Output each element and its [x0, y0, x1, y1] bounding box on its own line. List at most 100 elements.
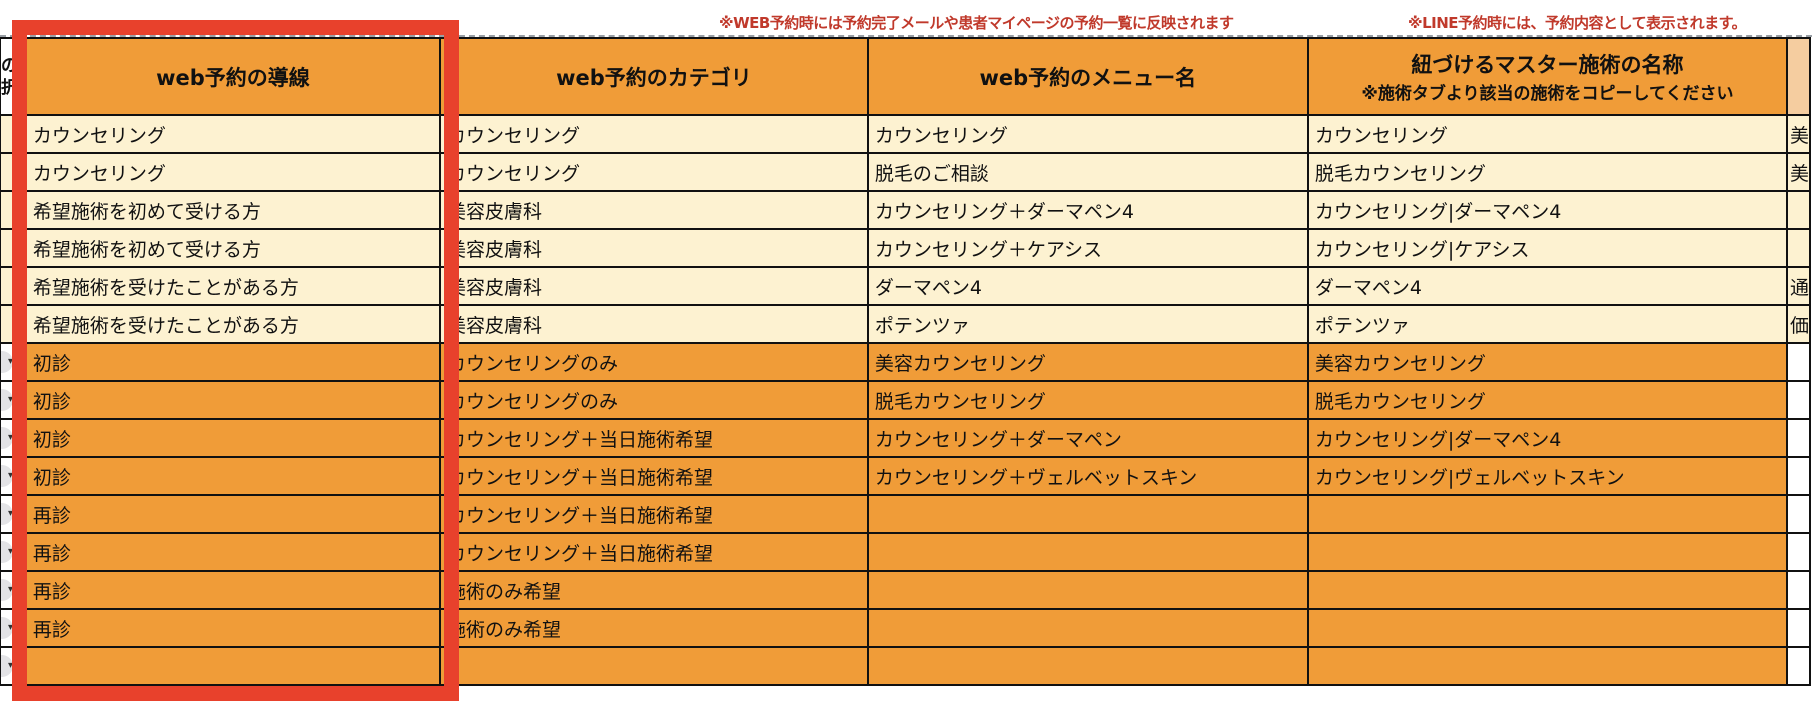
cell-web-category[interactable]: カウンセリング	[439, 152, 869, 192]
cell-master-treatment[interactable]: ダーマペン4	[1306, 266, 1788, 306]
cell-master-treatment[interactable]: カウンセリング|ダーマペン4	[1306, 190, 1788, 230]
cell-web-category[interactable]: カウンセリングのみ	[439, 342, 869, 382]
cell-master-treatment[interactable]: カウンセリング|ヴェルベットスキン	[1306, 456, 1788, 496]
left-edge-cell	[0, 266, 27, 306]
header-web-category[interactable]: web予約のカテゴリ	[439, 37, 869, 116]
cell-master-treatment[interactable]	[1306, 532, 1788, 572]
right-edge-cell[interactable]: 通	[1785, 266, 1812, 306]
cell-web-menu-name[interactable]	[866, 570, 1309, 610]
cell-master-treatment[interactable]	[1306, 570, 1788, 610]
cell-master-treatment[interactable]	[1306, 494, 1788, 534]
cell-web-route[interactable]: 初診	[24, 418, 442, 458]
cell-web-category[interactable]: 美容皮膚科	[439, 266, 869, 306]
cell-web-route[interactable]: 再診	[24, 532, 442, 572]
cell-web-category[interactable]: 施術のみ希望	[439, 570, 869, 610]
cell-web-category[interactable]: カウンセリング＋当日施術希望	[439, 532, 869, 572]
right-edge-cell[interactable]	[1785, 228, 1812, 268]
cell-web-route[interactable]: カウンセリング	[24, 152, 442, 192]
right-edge-cell[interactable]	[1785, 532, 1812, 572]
right-edge-cell[interactable]	[1785, 646, 1812, 686]
cell-web-route[interactable]: 希望施術を初めて受ける方	[24, 228, 442, 268]
cell-master-treatment[interactable]	[1306, 608, 1788, 648]
cell-web-menu-name[interactable]: 美容カウンセリング	[866, 342, 1309, 382]
left-edge-cell[interactable]: ▾	[0, 380, 27, 420]
cell-web-menu-name[interactable]: ポテンツァ	[866, 304, 1309, 344]
web-reservation-note: ※WEB予約時には予約完了メールや患者マイページの予約一覧に反映されます	[719, 14, 1234, 32]
cell-web-route[interactable]: 初診	[24, 456, 442, 496]
left-edge-cell[interactable]: ▾	[0, 570, 27, 610]
cell-web-route[interactable]: 希望施術を受けたことがある方	[24, 266, 442, 306]
right-edge-cell[interactable]	[1785, 418, 1812, 458]
cell-web-category[interactable]: カウンセリング＋当日施術希望	[439, 494, 869, 534]
cell-web-menu-name[interactable]: 脱毛カウンセリング	[866, 380, 1309, 420]
dropdown-chevron-icon[interactable]: ▾	[1, 351, 13, 373]
cell-web-category[interactable]	[439, 646, 869, 686]
table-row: 希望施術を初めて受ける方 美容皮膚科 カウンセリング＋ケアシス カウンセリング|ケアシ…	[0, 228, 1812, 268]
cell-web-category[interactable]: 美容皮膚科	[439, 228, 869, 268]
cell-web-route[interactable]: 再診	[24, 570, 442, 610]
cell-master-treatment[interactable]	[1306, 646, 1788, 686]
cell-web-category[interactable]: カウンセリング	[439, 114, 869, 154]
cell-web-category[interactable]: カウンセリング＋当日施術希望	[439, 418, 869, 458]
dropdown-chevron-icon[interactable]: ▾	[1, 389, 13, 411]
cell-web-menu-name[interactable]: カウンセリング＋ヴェルベットスキン	[866, 456, 1309, 496]
left-edge-cell[interactable]: ▾	[0, 494, 27, 534]
cell-master-treatment[interactable]: カウンセリング|ダーマペン4	[1306, 418, 1788, 458]
cell-master-treatment[interactable]: 脱毛カウンセリング	[1306, 152, 1788, 192]
cell-web-route[interactable]: 希望施術を初めて受ける方	[24, 190, 442, 230]
cell-web-route[interactable]	[24, 646, 442, 686]
cell-master-treatment[interactable]: ポテンツァ	[1306, 304, 1788, 344]
right-edge-cell[interactable]: 美	[1785, 114, 1812, 154]
cell-web-category[interactable]: 施術のみ希望	[439, 608, 869, 648]
dropdown-chevron-icon[interactable]: ▾	[1, 655, 13, 677]
dropdown-chevron-icon[interactable]: ▾	[1, 579, 13, 601]
cell-web-menu-name[interactable]: カウンセリング＋ケアシス	[866, 228, 1309, 268]
cell-web-menu-name[interactable]: カウンセリング	[866, 114, 1309, 154]
right-edge-cell[interactable]	[1785, 342, 1812, 382]
right-edge-cell[interactable]	[1785, 380, 1812, 420]
left-edge-cell[interactable]: ▾	[0, 418, 27, 458]
cell-web-route[interactable]: 再診	[24, 494, 442, 534]
left-edge-cell[interactable]: ▾	[0, 608, 27, 648]
cell-web-category[interactable]: 美容皮膚科	[439, 304, 869, 344]
cell-web-menu-name[interactable]: カウンセリング＋ダーマペン4	[866, 190, 1309, 230]
cell-master-treatment[interactable]: 美容カウンセリング	[1306, 342, 1788, 382]
right-edge-cell[interactable]	[1785, 494, 1812, 534]
dropdown-chevron-icon[interactable]: ▾	[1, 427, 13, 449]
cell-web-route[interactable]: カウンセリング	[24, 114, 442, 154]
left-edge-cell[interactable]: ▾	[0, 342, 27, 382]
cell-web-menu-name[interactable]: ダーマペン4	[866, 266, 1309, 306]
right-edge-cell[interactable]	[1785, 456, 1812, 496]
cell-web-menu-name[interactable]	[866, 608, 1309, 648]
header-web-menu-name[interactable]: web予約のメニュー名	[866, 37, 1309, 116]
right-edge-cell[interactable]	[1785, 608, 1812, 648]
left-edge-cell[interactable]: ▾	[0, 646, 27, 686]
cell-master-treatment[interactable]: 脱毛カウンセリング	[1306, 380, 1788, 420]
left-edge-cell[interactable]: ▾	[0, 532, 27, 572]
cell-web-route[interactable]: 初診	[24, 380, 442, 420]
header-master-treatment-name[interactable]: 紐づけるマスター施術の名称 ※施術タブより該当の施術をコピーしてください	[1306, 37, 1788, 116]
cell-web-category[interactable]: カウンセリング＋当日施術希望	[439, 456, 869, 496]
cell-web-route[interactable]: 初診	[24, 342, 442, 382]
cell-master-treatment[interactable]: カウンセリング|ケアシス	[1306, 228, 1788, 268]
cell-web-menu-name[interactable]: 脱毛のご相談	[866, 152, 1309, 192]
cell-master-treatment[interactable]: カウンセリング	[1306, 114, 1788, 154]
right-edge-cell[interactable]: 美	[1785, 152, 1812, 192]
cell-web-category[interactable]: カウンセリングのみ	[439, 380, 869, 420]
dropdown-chevron-icon[interactable]: ▾	[1, 541, 13, 563]
right-edge-cell[interactable]	[1785, 190, 1812, 230]
header-web-route[interactable]: web予約の導線	[24, 37, 442, 116]
cell-web-menu-name[interactable]	[866, 646, 1309, 686]
dropdown-chevron-icon[interactable]: ▾	[1, 617, 13, 639]
cell-web-route[interactable]: 希望施術を受けたことがある方	[24, 304, 442, 344]
cell-web-menu-name[interactable]	[866, 532, 1309, 572]
cell-web-route[interactable]: 再診	[24, 608, 442, 648]
right-edge-cell[interactable]: 価	[1785, 304, 1812, 344]
right-edge-cell[interactable]	[1785, 570, 1812, 610]
dropdown-chevron-icon[interactable]: ▾	[1, 503, 13, 525]
cell-web-menu-name[interactable]: カウンセリング＋ダーマペン	[866, 418, 1309, 458]
left-edge-cell[interactable]: ▾	[0, 456, 27, 496]
cell-web-menu-name[interactable]	[866, 494, 1309, 534]
dropdown-chevron-icon[interactable]: ▾	[1, 465, 13, 487]
cell-web-category[interactable]: 美容皮膚科	[439, 190, 869, 230]
